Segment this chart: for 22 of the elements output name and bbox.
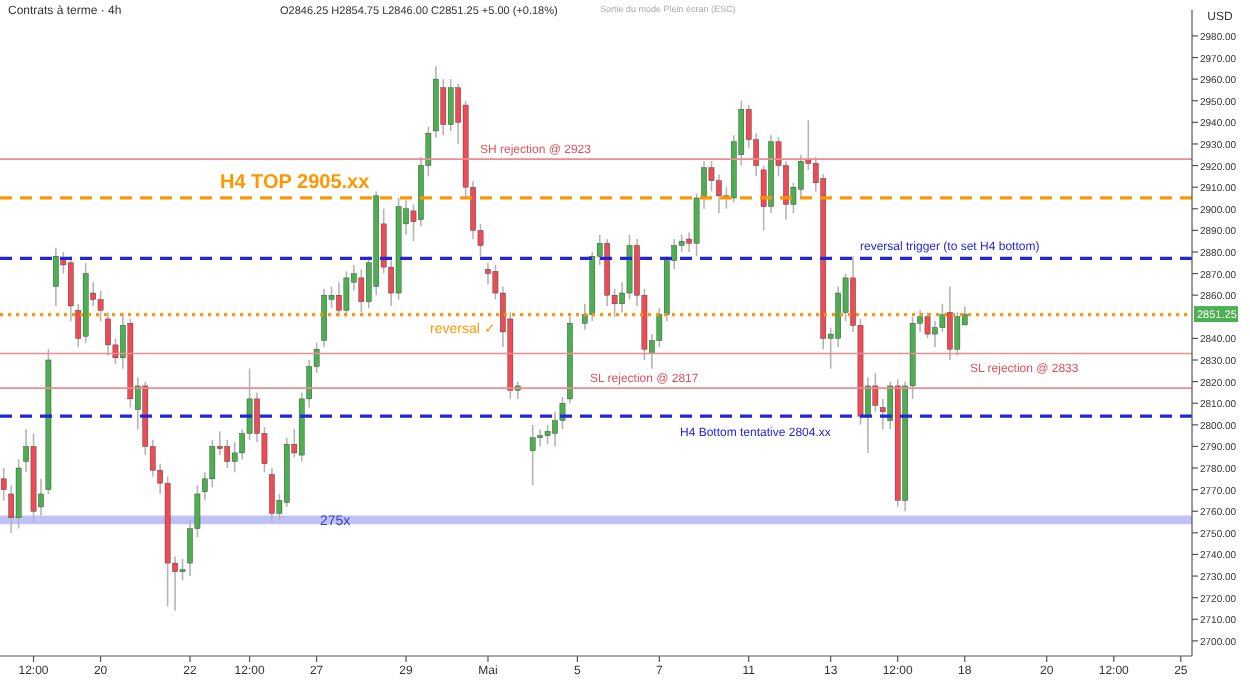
candlestick [343,270,350,318]
candlestick [440,78,447,137]
candlestick [529,424,536,487]
candlestick [53,246,59,307]
candlestick [97,290,104,322]
candlestick [321,287,327,348]
candlestick [954,311,961,357]
candlestick [105,311,111,357]
candlestick [835,285,841,348]
candlestick [224,439,231,469]
candlestick [924,311,931,340]
candlestick [336,281,342,318]
candlestick [552,411,558,448]
candlestick [947,285,953,361]
candlestick [358,268,365,314]
candlestick [798,153,804,199]
candlestick [932,320,938,348]
ref-line-label: H4 TOP 2905.xx [220,171,371,194]
candlestick [716,173,722,214]
candlestick [269,467,275,523]
candlestick [537,428,543,448]
candlestick [485,261,491,286]
